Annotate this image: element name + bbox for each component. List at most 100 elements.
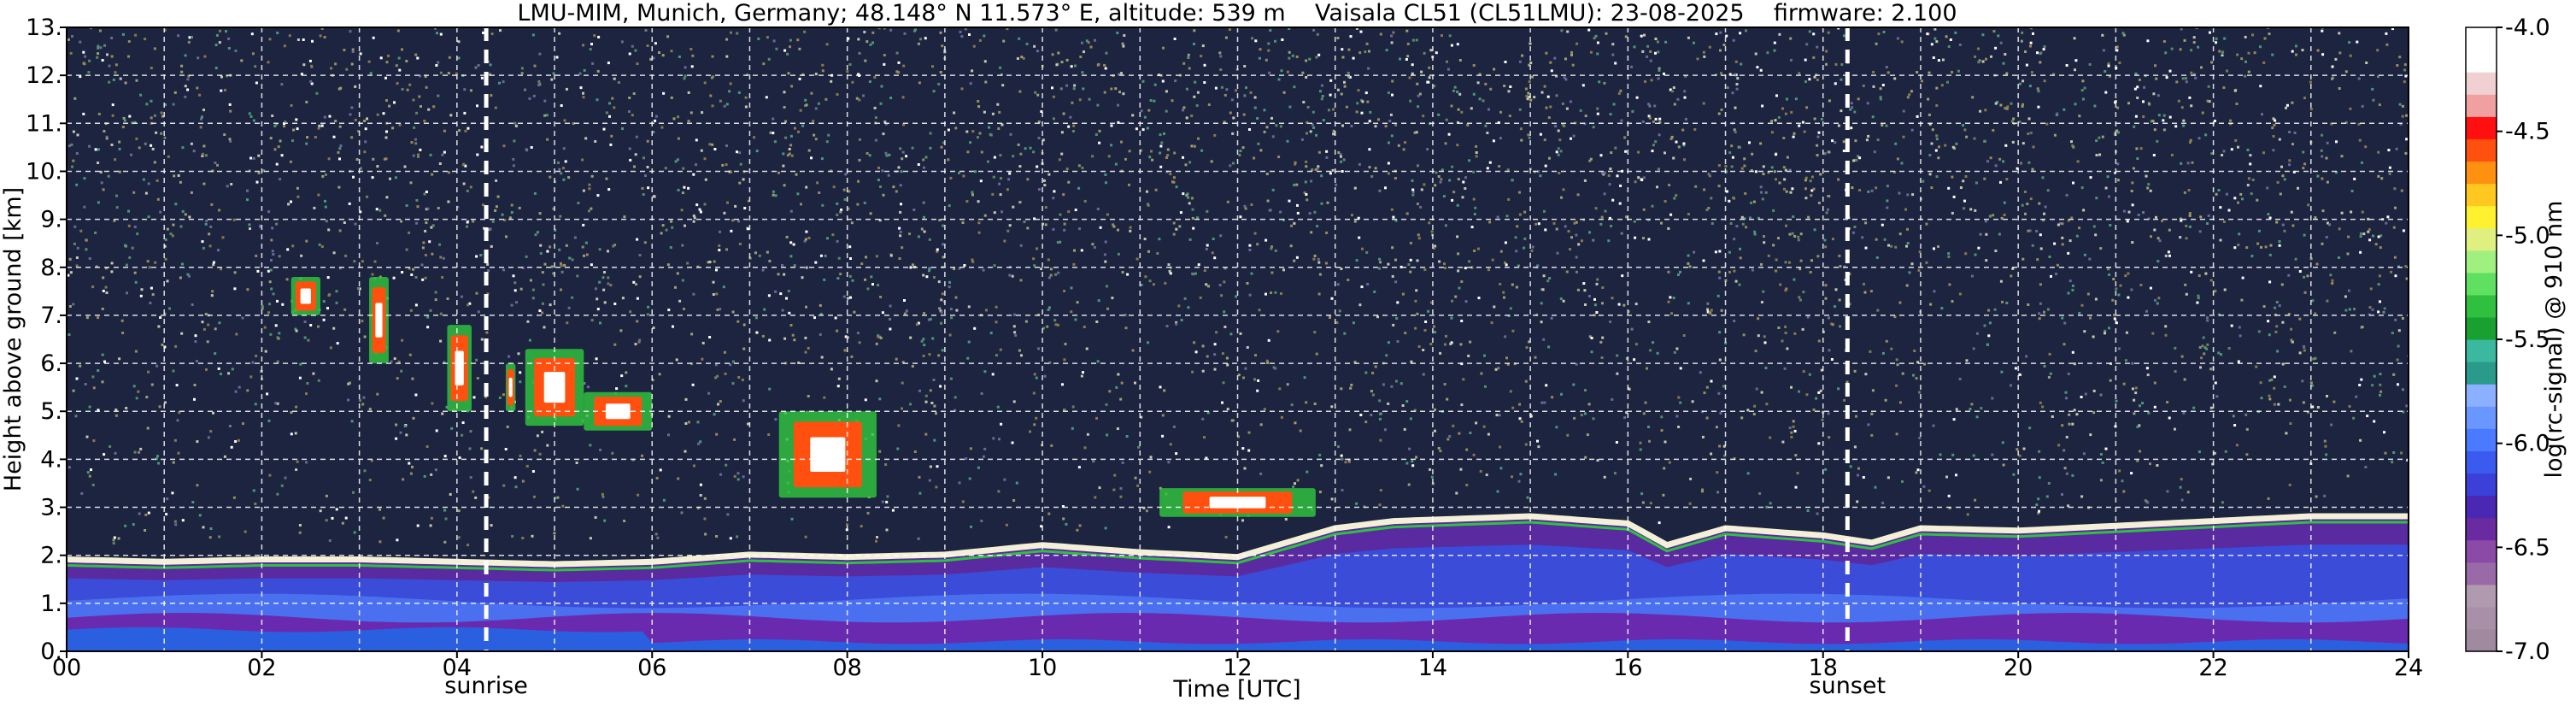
noise-speckle xyxy=(736,472,740,475)
noise-speckle xyxy=(2274,330,2278,333)
noise-speckle xyxy=(1064,343,1067,345)
noise-speckle xyxy=(983,214,987,217)
noise-speckle xyxy=(326,307,329,310)
noise-speckle xyxy=(691,383,695,386)
noise-speckle xyxy=(2049,372,2052,375)
noise-speckle xyxy=(2131,203,2134,207)
noise-speckle xyxy=(1710,222,1714,225)
noise-speckle xyxy=(1955,142,1958,145)
noise-speckle xyxy=(2350,350,2353,353)
noise-speckle xyxy=(418,15,420,18)
noise-speckle xyxy=(1072,262,1076,266)
noise-speckle xyxy=(1614,146,1617,150)
noise-speckle xyxy=(1460,110,1464,114)
noise-speckle xyxy=(1804,197,1808,200)
noise-speckle xyxy=(2099,479,2103,482)
noise-speckle xyxy=(1812,408,1816,411)
noise-speckle xyxy=(306,382,309,385)
noise-speckle xyxy=(2185,224,2188,227)
noise-speckle xyxy=(1437,113,1441,116)
noise-speckle xyxy=(376,165,379,168)
noise-speckle xyxy=(1284,518,1288,521)
noise-speckle xyxy=(824,97,828,101)
noise-speckle xyxy=(647,305,650,309)
noise-speckle xyxy=(1332,132,1335,136)
noise-speckle xyxy=(1435,51,1438,55)
noise-speckle xyxy=(928,269,930,273)
noise-speckle xyxy=(636,238,639,241)
noise-speckle xyxy=(1074,64,1077,68)
noise-speckle xyxy=(1231,162,1235,165)
cloud-patch xyxy=(447,325,472,412)
noise-speckle xyxy=(476,377,479,379)
noise-speckle xyxy=(278,255,281,258)
noise-speckle xyxy=(1743,157,1746,161)
noise-speckle xyxy=(704,532,707,536)
sunrise-label: sunrise xyxy=(444,673,528,699)
noise-speckle xyxy=(1300,138,1304,141)
noise-speckle xyxy=(969,141,972,144)
noise-speckle xyxy=(1070,65,1073,68)
noise-speckle xyxy=(1335,321,1339,324)
noise-speckle xyxy=(1705,209,1709,212)
noise-speckle xyxy=(1703,55,1706,58)
noise-speckle xyxy=(830,368,833,371)
noise-speckle xyxy=(875,539,877,543)
noise-speckle xyxy=(2384,451,2387,455)
noise-speckle xyxy=(1256,389,1259,392)
noise-speckle xyxy=(670,96,673,99)
noise-speckle xyxy=(408,462,411,465)
noise-speckle xyxy=(1305,193,1308,196)
noise-speckle xyxy=(2170,153,2174,156)
noise-speckle xyxy=(2002,463,2005,467)
noise-speckle xyxy=(917,321,920,325)
noise-speckle xyxy=(1625,411,1628,415)
noise-speckle xyxy=(1029,146,1032,150)
noise-speckle xyxy=(2086,292,2090,296)
noise-speckle xyxy=(734,204,737,208)
noise-speckle xyxy=(1205,456,1208,460)
noise-speckle xyxy=(1679,401,1682,404)
noise-speckle xyxy=(603,271,606,274)
noise-speckle xyxy=(2275,301,2279,303)
noise-speckle xyxy=(731,310,735,314)
noise-speckle xyxy=(2080,396,2083,398)
noise-speckle xyxy=(2112,278,2115,280)
noise-speckle xyxy=(1036,93,1040,97)
noise-speckle xyxy=(438,162,442,165)
noise-speckle xyxy=(487,496,490,499)
noise-speckle xyxy=(814,73,818,76)
noise-speckle xyxy=(445,405,449,409)
noise-speckle xyxy=(1782,166,1786,169)
noise-speckle xyxy=(142,178,145,181)
noise-speckle xyxy=(424,229,427,232)
noise-speckle xyxy=(1193,144,1196,148)
noise-speckle xyxy=(1172,221,1176,225)
noise-speckle xyxy=(1979,109,1982,113)
noise-speckle xyxy=(918,389,921,392)
noise-speckle xyxy=(1356,102,1359,105)
noise-speckle xyxy=(826,237,829,240)
noise-speckle xyxy=(1424,321,1428,323)
noise-speckle xyxy=(1881,223,1884,227)
noise-speckle xyxy=(2133,125,2136,128)
noise-speckle xyxy=(1647,115,1651,118)
noise-speckle xyxy=(941,292,944,296)
noise-speckle xyxy=(1239,332,1242,335)
x-tick-label: 12 xyxy=(1223,655,1252,681)
noise-speckle xyxy=(2075,413,2079,416)
noise-speckle xyxy=(2244,413,2248,416)
noise-speckle xyxy=(1265,173,1269,175)
noise-speckle xyxy=(2139,147,2143,150)
noise-speckle xyxy=(1117,121,1120,124)
noise-speckle xyxy=(1637,150,1640,154)
noise-speckle xyxy=(1815,73,1818,76)
noise-speckle xyxy=(475,255,478,258)
noise-speckle xyxy=(502,393,505,397)
noise-speckle xyxy=(918,81,921,85)
noise-speckle xyxy=(695,138,698,142)
noise-speckle xyxy=(1677,145,1681,149)
noise-speckle xyxy=(2207,214,2210,217)
noise-speckle xyxy=(1196,91,1200,94)
noise-speckle xyxy=(1060,152,1064,156)
